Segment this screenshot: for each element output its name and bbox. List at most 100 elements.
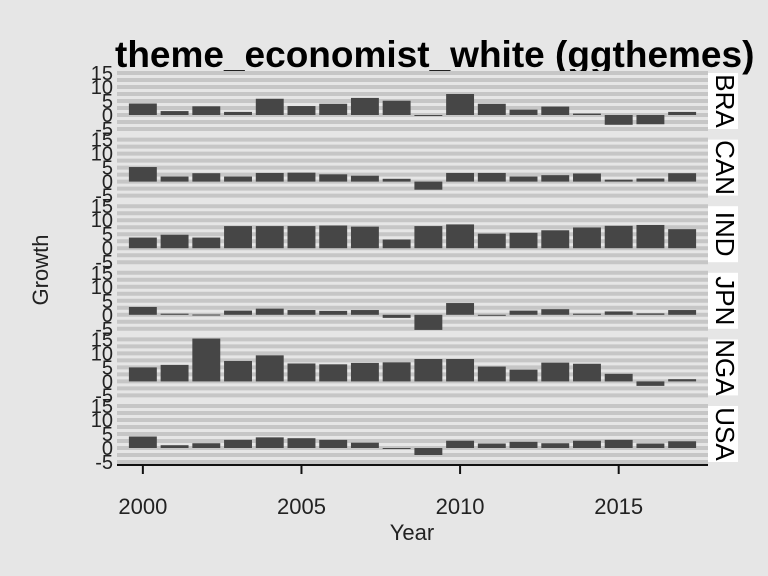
y-tick-label: 10 [91,343,113,365]
bar-bra-2017 [668,111,697,115]
y-tick-label: 15 [91,263,113,285]
y-tick-label: 5 [102,424,113,446]
x-tick-label: 2015 [594,494,643,519]
bar-jpn-2013 [541,309,570,315]
bar-nga-2015 [604,373,633,382]
y-tick-label: 5 [102,291,113,313]
bar-bra-2003 [224,111,252,115]
y-tick-label: 5 [102,91,113,113]
bar-can-2014 [573,173,601,182]
y-tick-label: 15 [91,196,113,218]
y-tick-label: 10 [91,144,113,166]
bar-ind-2012 [509,232,538,249]
y-tick-label: -5 [95,452,113,474]
bar-ind-2016 [636,224,665,249]
bar-ind-2003 [224,226,252,249]
bar-bra-2004 [255,98,284,115]
bar-can-2006 [319,174,348,182]
bar-jpn-2008 [382,314,411,318]
bar-ind-2000 [128,237,157,249]
y-tick-label: 0 [102,438,113,460]
bar-jpn-2004 [255,308,284,315]
bar-ind-2002 [192,237,221,249]
bar-ind-2004 [255,226,284,249]
bar-usa-2005 [287,438,316,448]
bar-bra-2000 [128,103,157,115]
facet-strip [708,339,738,396]
bar-jpn-2007 [350,310,379,315]
chart-title: theme_economist_white (ggthemes) [115,34,754,75]
bar-nga-2011 [477,366,506,382]
bar-ind-2013 [541,230,570,249]
bar-bra-2007 [350,97,379,115]
bar-nga-2002 [192,338,221,382]
bar-nga-2010 [446,359,475,382]
bar-bra-2008 [382,100,411,115]
bar-nga-2004 [255,355,284,382]
y-tick-label: 0 [102,172,113,194]
bar-nga-2013 [541,362,570,382]
y-axis-title: Growth [28,235,53,306]
x-axis: 2000 2005 2010 2015 [117,464,708,519]
bar-nga-2008 [382,362,411,382]
bar-ind-2010 [446,224,475,249]
bar-ind-2014 [573,227,601,249]
y-tick-label: 5 [102,357,113,379]
bar-nga-2007 [350,362,379,382]
facet-label-ind: IND [710,212,740,257]
bar-can-2010 [446,172,475,182]
x-tick-label: 2000 [118,494,167,519]
bar-usa-2011 [477,443,506,448]
bar-usa-2002 [192,443,221,448]
bar-nga-2014 [573,363,601,382]
bar-nga-2003 [224,360,252,382]
bar-usa-2016 [636,443,665,448]
bar-usa-2000 [128,436,157,448]
y-tick-label: 5 [102,158,113,180]
y-tick-label: 0 [102,371,113,393]
bar-usa-2014 [573,440,601,448]
y-tick-label: 10 [91,210,113,232]
bar-jpn-2001 [160,313,189,315]
bar-can-2011 [477,172,506,182]
y-tick-label: -5 [95,385,113,407]
bar-jpn-2014 [573,313,601,315]
bar-can-2016 [636,178,665,182]
bar-usa-2003 [224,439,252,448]
bar-usa-2007 [350,442,379,448]
bar-nga-2016 [636,381,665,386]
bar-nga-2001 [160,364,189,382]
bar-can-2007 [350,175,379,182]
bar-can-2000 [128,167,157,182]
bar-bra-2014 [573,113,601,115]
bar-bra-2016 [636,115,665,125]
bar-nga-2005 [287,363,316,382]
bar-bra-2005 [287,106,316,115]
y-tick-label: -5 [95,319,113,341]
bar-ind-2015 [604,225,633,249]
bar-can-2002 [192,173,221,182]
bar-bra-2015 [604,115,633,125]
bar-nga-2000 [128,367,157,382]
bar-bra-2006 [319,103,348,115]
bar-usa-2008 [382,448,411,449]
bar-ind-2007 [350,226,379,249]
facet-strip [708,272,738,329]
y-tick-label: -5 [95,252,113,274]
y-tick-label: -5 [95,119,113,141]
bar-ind-2005 [287,226,316,249]
bar-nga-2009 [414,359,443,382]
facet-label-can: CAN [710,140,740,195]
bar-jpn-2005 [287,310,316,315]
bar-jpn-2016 [636,313,665,315]
bar-can-2015 [604,179,633,182]
y-tick-label: 15 [91,329,113,351]
x-tick-label: 2010 [436,494,485,519]
bar-bra-2013 [541,106,570,115]
